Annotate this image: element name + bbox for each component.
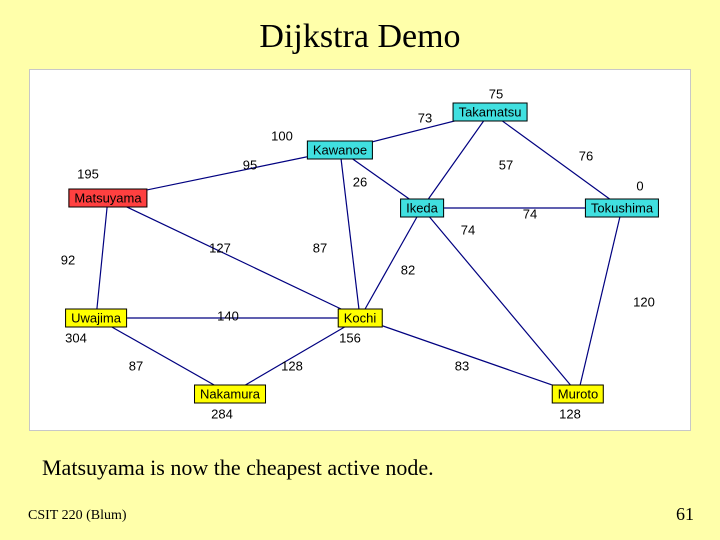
edge-weight-ikeda-tokushima: 74 bbox=[523, 207, 537, 222]
node-cost-muroto: 128 bbox=[559, 407, 581, 422]
edge-weight-matsuyama-uwajima: 92 bbox=[61, 253, 75, 268]
node-kawanoe: Kawanoe bbox=[307, 141, 373, 160]
node-cost-takamatsu: 75 bbox=[489, 87, 503, 102]
edge-tokushima-muroto bbox=[578, 208, 622, 394]
node-takamatsu: Takamatsu bbox=[453, 103, 528, 122]
node-muroto: Muroto bbox=[552, 385, 604, 404]
edge-weight-nakamura-kochi: 128 bbox=[281, 359, 303, 374]
edge-weight-ikeda-muroto: 74 bbox=[461, 223, 475, 238]
graph-area: 95 73 26 57 76 74 92 127 82 120 140 87 128 83 87 74 Taka… bbox=[30, 70, 690, 430]
edge-nakamura-kochi bbox=[230, 318, 360, 394]
footer-right: 61 bbox=[676, 504, 694, 525]
edge-weight-kochi-muroto: 83 bbox=[455, 359, 469, 374]
slide-caption: Matsuyama is now the cheapest active nod… bbox=[42, 455, 434, 481]
edge-weight-takamatsu-ikeda: 57 bbox=[499, 158, 513, 173]
edge-weight-kawanoe-takamatsu: 73 bbox=[418, 111, 432, 126]
edge-weight-matsuyama-kochi: 127 bbox=[209, 241, 231, 256]
node-cost-kawanoe: 100 bbox=[271, 129, 293, 144]
edge-weight-kawanoe-ikeda: 26 bbox=[353, 175, 367, 190]
node-nakamura: Nakamura bbox=[194, 385, 266, 404]
edge-weight-tokushima-muroto: 120 bbox=[633, 295, 655, 310]
edge-matsuyama-uwajima bbox=[96, 198, 108, 318]
slide-title: Dijkstra Demo bbox=[0, 18, 720, 56]
edge-weight-uwajima-kochi: 140 bbox=[217, 309, 239, 324]
node-ikeda: Ikeda bbox=[400, 199, 444, 218]
edge-ikeda-muroto bbox=[422, 208, 578, 394]
node-cost-tokushima: 0 bbox=[636, 179, 643, 194]
node-cost-nakamura: 284 bbox=[211, 407, 233, 422]
edge-matsuyama-kochi bbox=[108, 198, 360, 318]
node-uwajima: Uwajima bbox=[65, 309, 127, 328]
node-matsuyama: Matsuyama bbox=[68, 189, 147, 208]
edge-kochi-muroto bbox=[360, 318, 578, 394]
edge-weight-matsuyama-kawanoe: 95 bbox=[243, 158, 257, 173]
node-cost-uwajima: 304 bbox=[65, 331, 87, 346]
node-tokushima: Tokushima bbox=[585, 199, 659, 218]
edge-weight-ikeda-kochi: 82 bbox=[401, 263, 415, 278]
node-cost-kochi: 156 bbox=[339, 331, 361, 346]
edge-uwajima-nakamura bbox=[96, 318, 230, 394]
slide: Dijkstra Demo 95 73 26 57 76 74 92 127 82 120 140 8… bbox=[0, 0, 720, 540]
node-cost-matsuyama: 195 bbox=[77, 167, 99, 182]
edge-weight-takamatsu-tokushima: 76 bbox=[579, 149, 593, 164]
edge-weight-uwajima-nakamura: 87 bbox=[129, 359, 143, 374]
node-kochi: Kochi bbox=[338, 309, 383, 328]
edge-weight-kawanoe-kochi: 87 bbox=[313, 241, 327, 256]
graph-svg bbox=[30, 70, 690, 430]
footer-left: CSIT 220 (Blum) bbox=[28, 508, 127, 524]
